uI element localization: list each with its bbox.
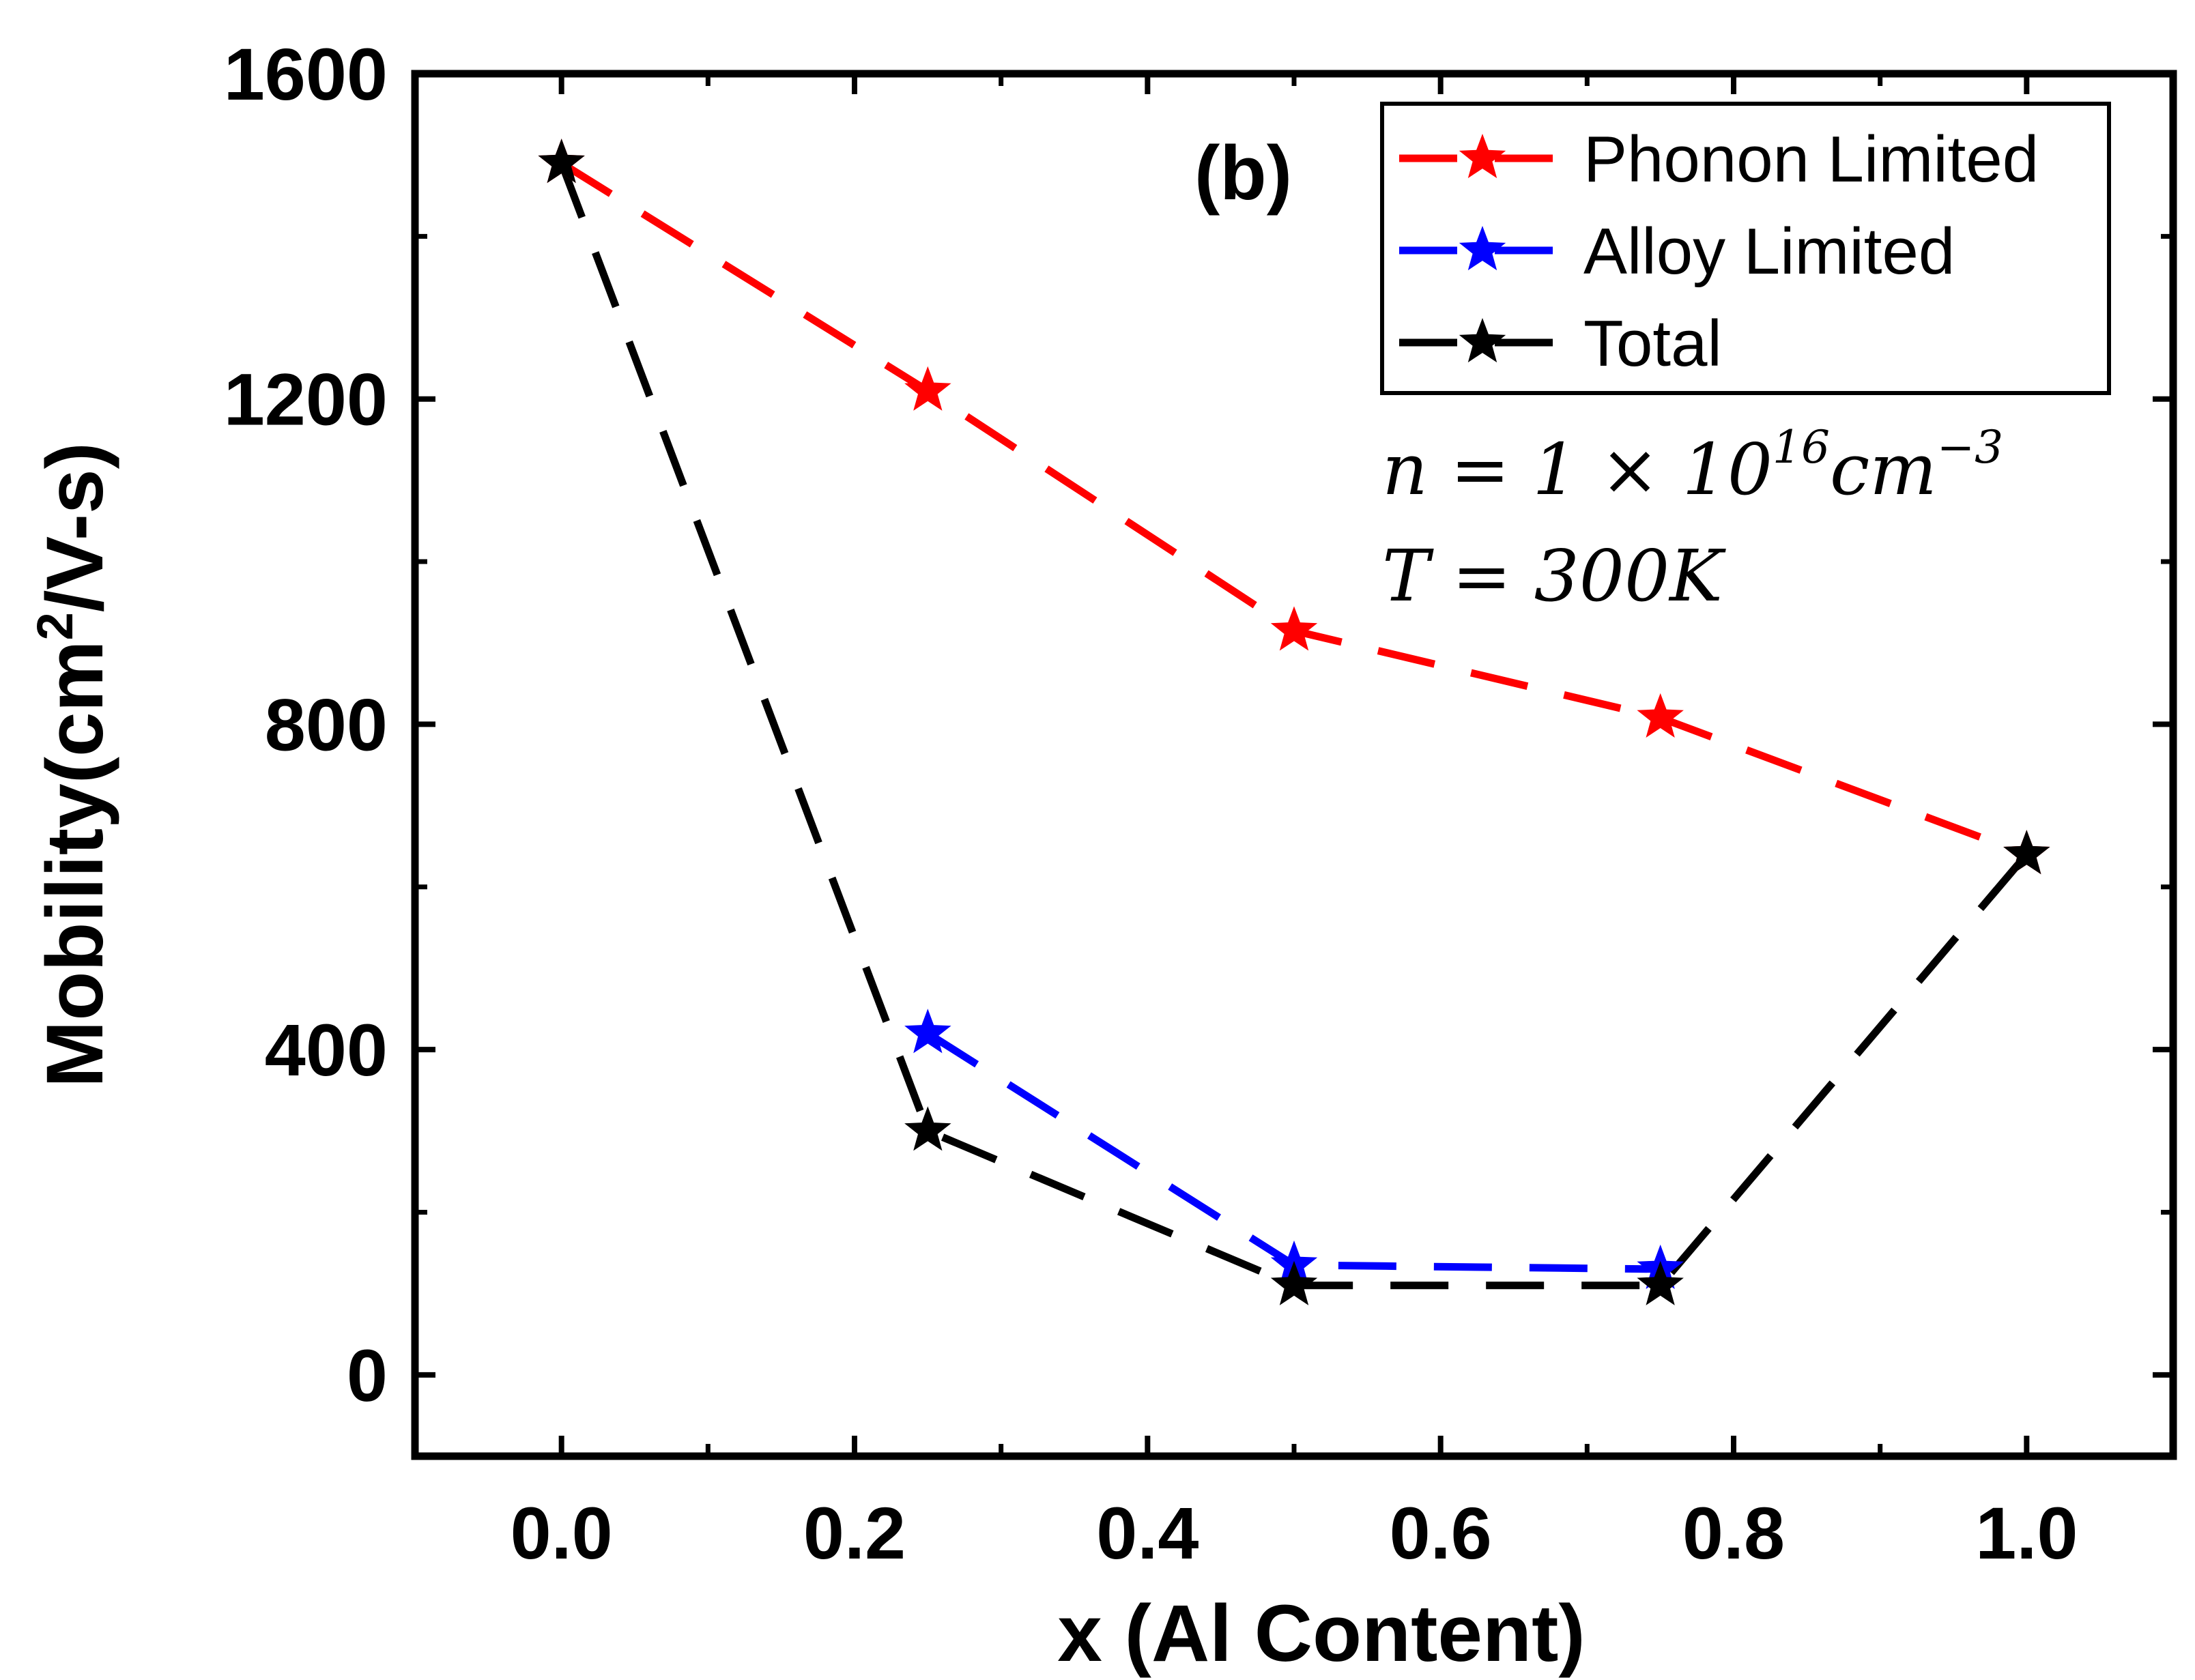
y-axis: 0 400 800 1200 1600	[224, 33, 2173, 1417]
data-point-total	[2003, 830, 2050, 875]
y-axis-title: Mobility(cm2/V-s)	[27, 442, 120, 1088]
y-axis-title-main: Mobility(cm	[30, 640, 120, 1088]
x-tick-label: 0.4	[1096, 1492, 1199, 1574]
series-line-total	[558, 162, 2030, 1290]
data-point-phonon-limited	[1270, 606, 1318, 651]
y-tick-label: 0	[347, 1334, 388, 1417]
x-tick-label: 0.2	[803, 1492, 906, 1574]
annotation-density-unit-exp: −3	[1937, 421, 2003, 474]
x-tick-label: 1.0	[1975, 1492, 2078, 1574]
data-point-total	[538, 139, 585, 184]
series-line-alloy-limited	[926, 1030, 1661, 1273]
annotation-temperature: T = 300K	[1382, 534, 1726, 618]
x-tick-label: 0.8	[1682, 1492, 1785, 1574]
marker-layer	[538, 139, 2050, 1305]
data-point-alloy-limited	[904, 1009, 951, 1054]
legend: Phonon Limited Alloy Limited Total	[1380, 102, 2111, 395]
y-tick-label: 1200	[224, 358, 388, 441]
legend-marker-total	[1459, 318, 1506, 363]
legend-marker-phonon-limited	[1459, 134, 1506, 179]
annotation-density-unit: cm	[1830, 428, 1937, 511]
x-axis-title: x (Al Content)	[1057, 1589, 1585, 1679]
x-axis: 0.0 0.2 0.4 0.6 0.8 1.0	[511, 74, 2078, 1574]
annotation-density-exp: 16	[1773, 421, 1830, 474]
panel-label: (b)	[1194, 130, 1292, 216]
legend-label-alloy-limited: Alloy Limited	[1583, 215, 1955, 288]
y-tick-label: 1600	[224, 33, 388, 115]
annotation-density-lhs: n = 1 × 10	[1382, 428, 1773, 511]
data-point-phonon-limited	[1637, 693, 1684, 738]
y-tick-label: 800	[265, 683, 388, 766]
data-point-total	[1637, 1260, 1684, 1305]
annotation-density: n = 1 × 1016cm−3	[1382, 421, 2003, 511]
x-tick-label: 0.0	[511, 1492, 613, 1574]
legend-marker-alloy-limited	[1459, 226, 1506, 271]
data-point-phonon-limited	[904, 366, 951, 411]
y-axis-title-tail: /V-s)	[30, 442, 120, 612]
data-point-total	[904, 1106, 951, 1151]
data-point-total	[1270, 1260, 1318, 1305]
legend-label-phonon-limited: Phonon Limited	[1583, 123, 2039, 196]
y-tick-label: 400	[265, 1009, 388, 1091]
y-axis-title-sup: 2	[27, 612, 83, 640]
x-tick-label: 0.6	[1390, 1492, 1492, 1574]
legend-label-total: Total	[1583, 307, 1722, 380]
